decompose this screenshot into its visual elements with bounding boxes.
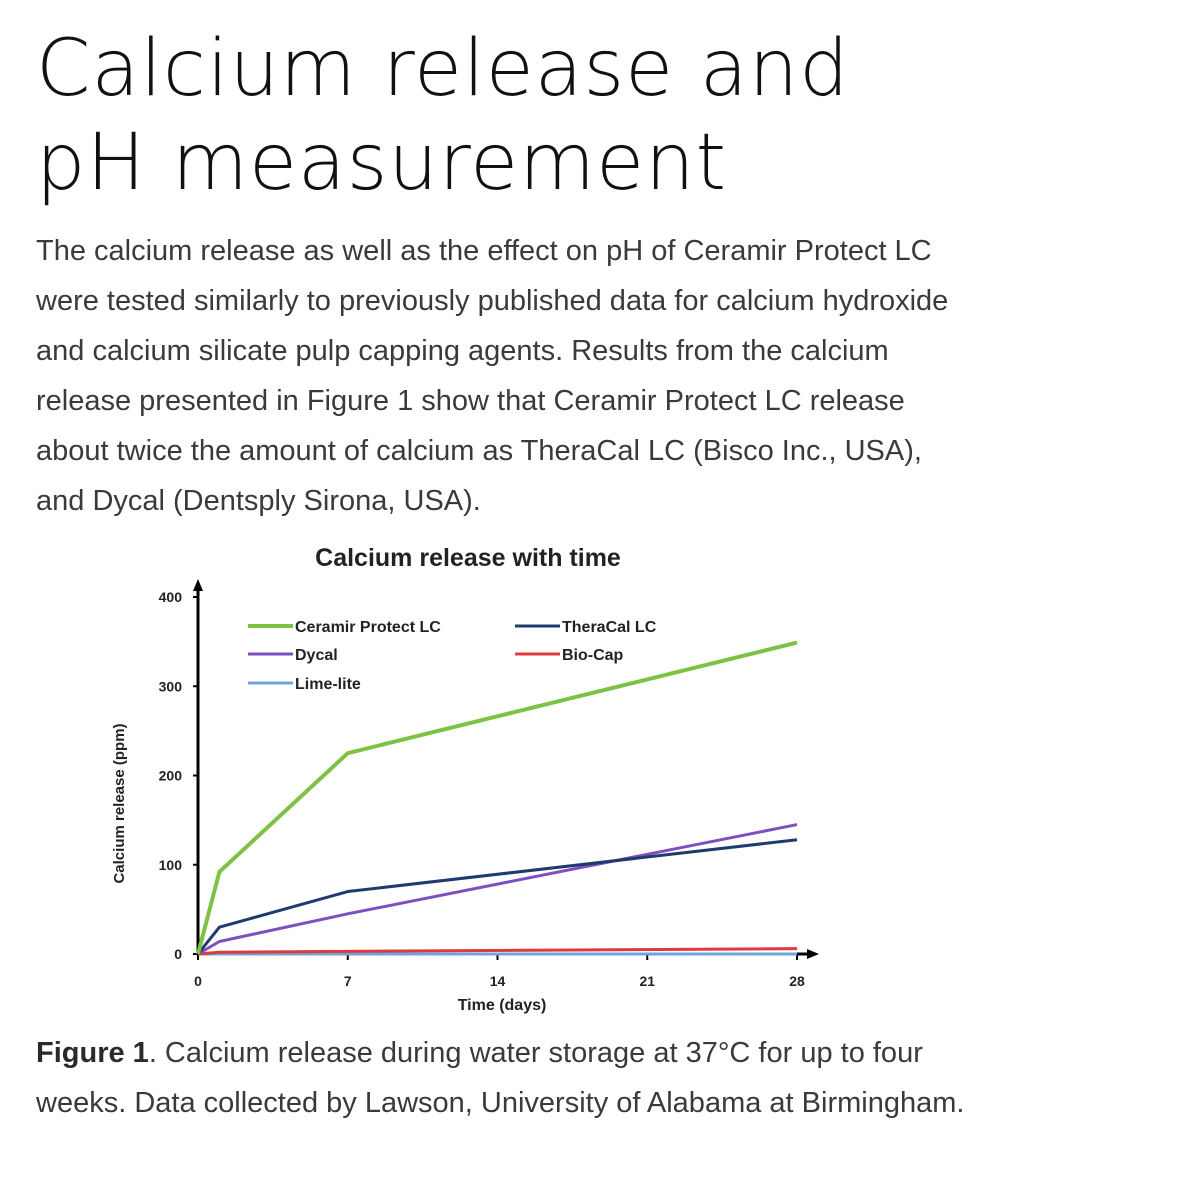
y-axis-arrow-icon: [193, 579, 203, 591]
y-tick-label: 100: [159, 857, 183, 873]
x-tick-label: 14: [490, 973, 506, 989]
x-tick-label: 21: [639, 973, 655, 989]
x-axis-arrow-icon: [807, 949, 819, 959]
series-line-bio-cap: [197, 947, 798, 956]
series-line-ceramir-protect-lc: [196, 640, 798, 955]
series-line-theracal-lc: [196, 838, 798, 955]
y-tick-label: 200: [159, 768, 183, 784]
chart-canvas: Calcium release with time 0 100 200 300 400 0 7…: [111, 544, 819, 1014]
legend-label-lime-lite: Lime-lite: [295, 676, 361, 693]
x-tick-label: 0: [194, 973, 202, 989]
y-tick-label: 0: [174, 946, 182, 962]
y-axis-label: Calcium release (ppm): [111, 723, 128, 883]
y-tick-label: 400: [159, 589, 183, 605]
page-title: Calcium release and pH measurement: [36, 24, 850, 208]
x-tick-label: 7: [344, 973, 352, 989]
legend-label-dycal: Dycal: [295, 647, 338, 664]
figure-caption: Figure 1. Calcium release during water s…: [36, 1028, 976, 1128]
legend-label-ceramir-protect-lc: Ceramir Protect LC: [295, 619, 441, 636]
x-axis-label: Time (days): [458, 997, 547, 1014]
chart-title: Calcium release with time: [315, 544, 621, 572]
legend-label-theracal-lc: TheraCal LC: [562, 619, 657, 636]
y-tick-label: 300: [159, 678, 183, 694]
series-line-dycal: [197, 823, 798, 956]
caption-text: . Calcium release during water storage a…: [36, 1037, 965, 1119]
caption-label: Figure 1: [36, 1037, 149, 1069]
intro-paragraph: The calcium release as well as the effec…: [36, 235, 949, 517]
x-tick-label: 28: [789, 973, 805, 989]
legend-label-bio-cap: Bio-Cap: [562, 647, 624, 664]
calcium-release-chart: Calcium release with time 0 100 200 300 400 0 7…: [100, 535, 840, 1025]
